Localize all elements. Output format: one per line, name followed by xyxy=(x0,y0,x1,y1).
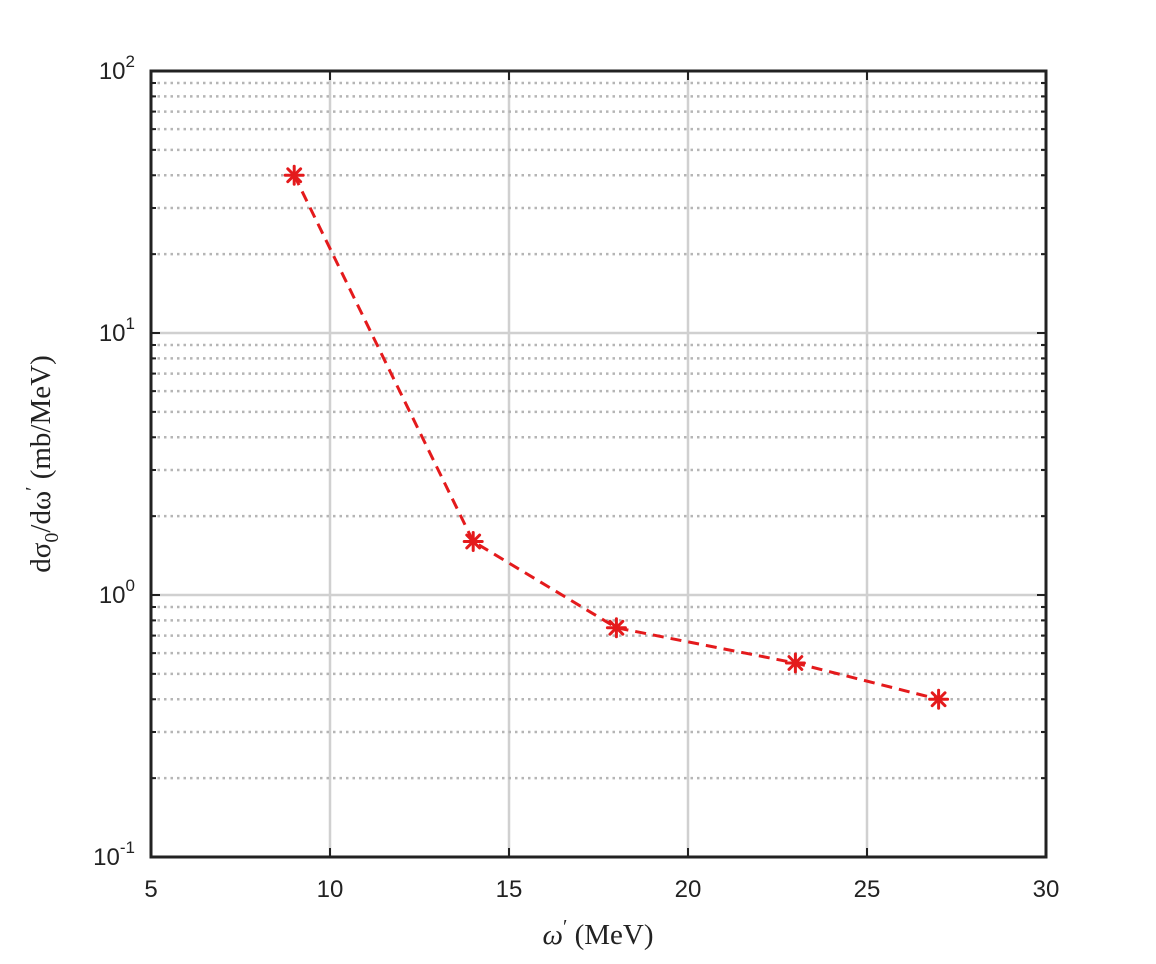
x-axis-label: ω′ (MeV) xyxy=(542,916,653,951)
y-tick-label: 101 xyxy=(99,314,135,347)
data-point-marker xyxy=(283,164,305,186)
data-point-marker xyxy=(605,617,627,639)
data-series xyxy=(283,164,950,710)
x-tick-label: 15 xyxy=(496,876,523,903)
x-tick-label: 20 xyxy=(675,876,702,903)
x-tick-label: 5 xyxy=(144,876,157,903)
axis-ticks xyxy=(150,70,1047,858)
grid-lines xyxy=(151,71,1046,857)
tick-labels: 5 10 15 20 25 30 10-1 100 101 102 xyxy=(93,52,1059,903)
y-tick-label: 100 xyxy=(99,576,135,609)
data-point-marker xyxy=(928,688,950,710)
series-line xyxy=(292,174,939,701)
x-tick-label: 30 xyxy=(1033,876,1060,903)
x-tick-label: 25 xyxy=(854,876,881,903)
data-point-marker xyxy=(784,652,806,674)
y-axis-label: dσ0/dω′ (mb/MeV) xyxy=(22,355,63,572)
plot-frame xyxy=(149,69,1048,859)
y-tick-label: 10-1 xyxy=(93,838,135,871)
data-point-marker xyxy=(462,531,484,553)
y-tick-label: 102 xyxy=(99,52,135,85)
x-tick-label: 10 xyxy=(317,876,344,903)
